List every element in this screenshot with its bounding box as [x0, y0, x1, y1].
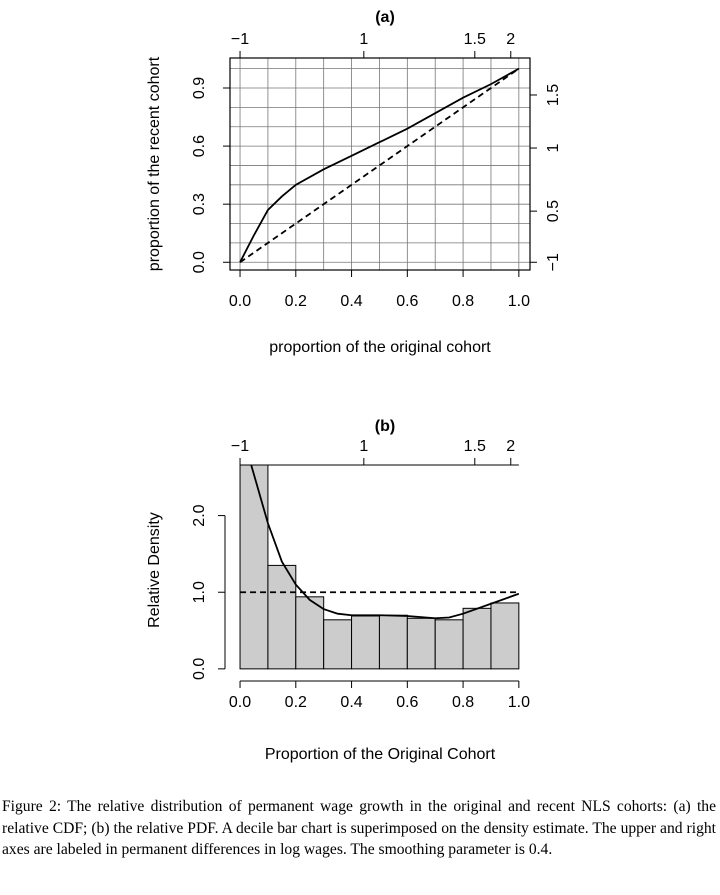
y-tick-label: 0.0 — [191, 251, 208, 273]
x-axis-label: Proportion of the Original Cohort — [265, 746, 496, 763]
top-tick-label: 2 — [506, 31, 515, 48]
bar — [295, 596, 325, 670]
bar — [378, 614, 408, 670]
top-tick-label: 2 — [506, 438, 515, 455]
series-line — [239, 67, 520, 263]
x-tick-label: 0.6 — [396, 293, 418, 310]
x-tick-label: 0.8 — [452, 293, 474, 310]
x-tick-label: 0.8 — [452, 694, 474, 711]
right-tick-label: 1 — [545, 143, 562, 152]
x-tick-label: 0.6 — [396, 694, 418, 711]
y-axis-label: proportion of the recent cohort — [146, 56, 163, 271]
top-tick-label: 1.5 — [464, 438, 486, 455]
top-tick-label: 1.5 — [464, 31, 486, 48]
bar — [323, 619, 353, 670]
bar — [351, 615, 380, 670]
right-tick-label: −1 — [545, 253, 562, 271]
y-tick-label: 2.0 — [191, 504, 208, 526]
x-tick-label: 0.0 — [229, 293, 251, 310]
x-tick-label: 0.0 — [229, 694, 251, 711]
y-tick-label: 0.9 — [191, 77, 208, 99]
chart-title: (b) — [375, 418, 395, 435]
bar — [462, 607, 492, 670]
right-tick-label: 0.5 — [545, 200, 562, 222]
top-tick-label: −1 — [231, 438, 249, 455]
bar — [490, 602, 520, 670]
top-tick-label: 1 — [359, 438, 368, 455]
y-axis-label: Relative Density — [146, 512, 163, 628]
bar — [434, 619, 464, 670]
caption: Figure 2: The relative distribution of p… — [2, 798, 716, 858]
x-tick-label: 0.2 — [285, 694, 307, 711]
bar — [239, 464, 269, 670]
bar — [406, 617, 436, 670]
top-tick-label: 1 — [359, 31, 368, 48]
x-tick-label: 1.0 — [508, 293, 530, 310]
y-tick-label: 0.0 — [191, 658, 208, 680]
bar — [267, 564, 297, 670]
x-tick-label: 1.0 — [508, 694, 530, 711]
y-tick-label: 0.6 — [191, 135, 208, 157]
chart-title: (a) — [375, 9, 395, 26]
x-tick-label: 0.4 — [340, 293, 362, 310]
series-line — [250, 464, 520, 620]
y-tick-label: 1.0 — [191, 581, 208, 603]
figure: (a) proportion of the original cohort prop… — [146, 9, 562, 763]
plot-box — [229, 57, 531, 271]
x-axis-label: proportion of the original cohort — [269, 339, 491, 356]
x-tick-label: 0.2 — [285, 293, 307, 310]
series-line — [239, 67, 520, 263]
top-tick-label: −1 — [231, 31, 249, 48]
y-tick-label: 0.3 — [191, 193, 208, 215]
right-tick-label: 1.5 — [545, 84, 562, 106]
x-tick-label: 0.4 — [340, 694, 362, 711]
